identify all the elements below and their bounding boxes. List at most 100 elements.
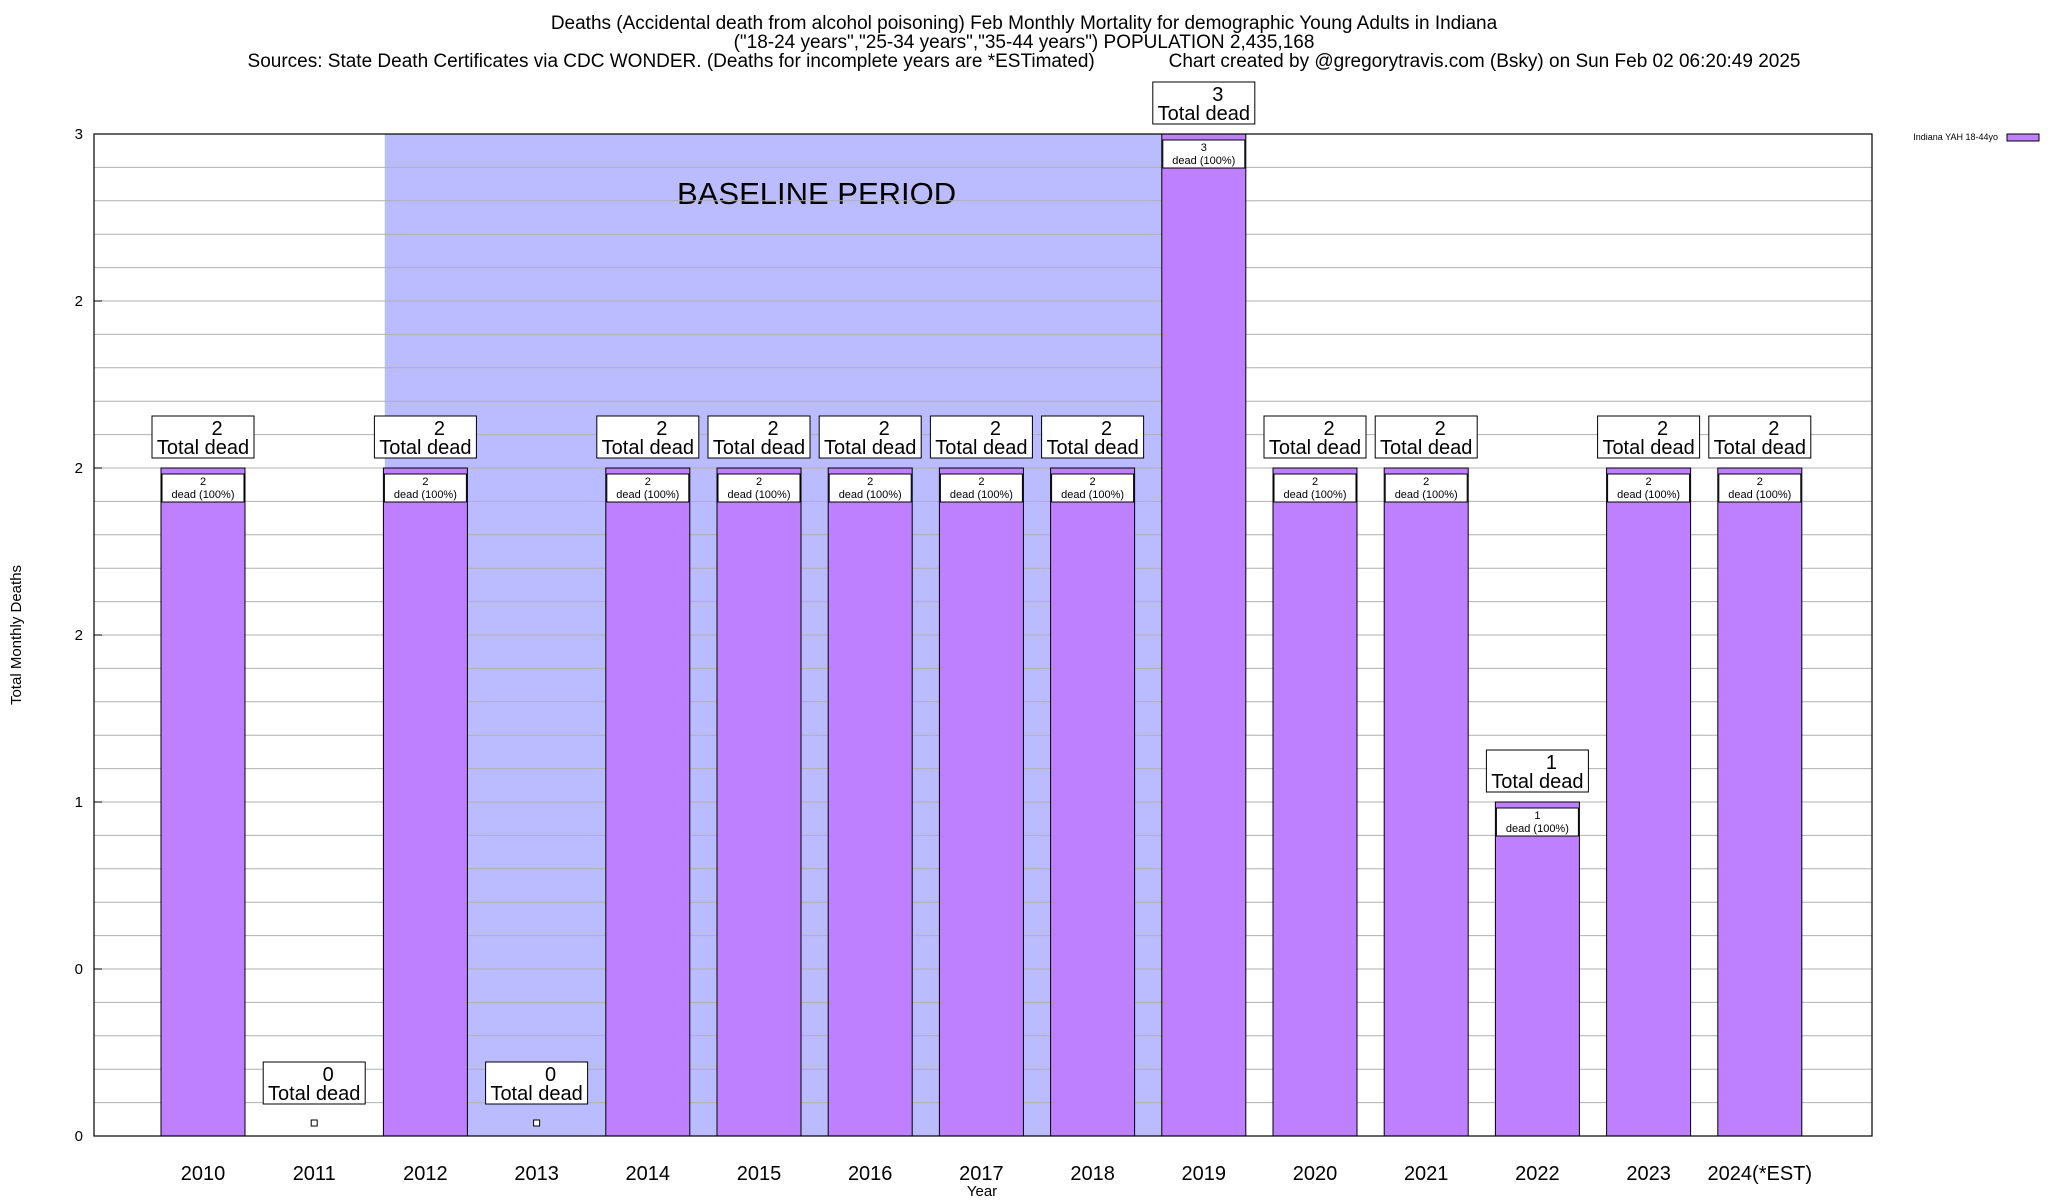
- inner-label-box: [383, 473, 467, 503]
- inner-label-text: dead (100%): [1284, 489, 1347, 501]
- inner-label-value: 2: [1423, 476, 1429, 488]
- inner-label-text: dead (100%): [172, 489, 235, 501]
- x-tick-label: 2012: [403, 1163, 448, 1185]
- inner-label-box: [1273, 473, 1357, 503]
- y-tick-label: 0: [75, 961, 83, 978]
- y-tick-label: 2: [75, 293, 83, 310]
- inner-label-text: dead (100%): [1172, 155, 1235, 167]
- total-label-value: 2: [1323, 418, 1334, 440]
- total-label-value: 2: [434, 418, 445, 440]
- bar-2021: [1383, 467, 1469, 1137]
- total-label-value: 2: [879, 418, 890, 440]
- inner-label-value: 1: [1534, 810, 1540, 822]
- total-label-value: 2: [211, 418, 222, 440]
- x-tick-label: 2010: [181, 1163, 226, 1185]
- total-label-box: [1485, 749, 1589, 793]
- inner-label-text: dead (100%): [616, 489, 679, 501]
- total-label-value: 1: [1546, 752, 1557, 774]
- bar-2012: [382, 467, 468, 1137]
- inner-label-value: 2: [422, 476, 428, 488]
- total-label-text: Total dead: [1491, 771, 1583, 793]
- total-label-value: 2: [1768, 418, 1779, 440]
- x-tick-label: 2023: [1626, 1163, 1671, 1185]
- total-label-value: 2: [767, 418, 778, 440]
- bar-2010: [160, 467, 246, 1137]
- y-tick-label: 3: [75, 126, 83, 143]
- x-axis-label: Year: [967, 1183, 997, 1200]
- y-tick-label: 1: [75, 794, 83, 811]
- title-line-2: ("18-24 years","25-34 years","35-44 year…: [733, 32, 1315, 53]
- total-label-value: 0: [545, 1064, 556, 1086]
- inner-label-box: [1718, 473, 1802, 503]
- inner-label-value: 2: [1646, 476, 1652, 488]
- title-line-3: Sources: State Death Certificates via CD…: [247, 51, 1801, 72]
- inner-label-box: [1162, 139, 1246, 169]
- total-label-box: [1041, 415, 1145, 459]
- total-label-value: 3: [1212, 84, 1223, 106]
- total-label-text: Total dead: [1046, 437, 1138, 459]
- total-label-text: Total dead: [824, 437, 916, 459]
- total-label-text: Total dead: [379, 437, 471, 459]
- inner-label-text: dead (100%): [950, 489, 1013, 501]
- bar-2023: [1606, 467, 1692, 1137]
- total-label-box: [596, 415, 700, 459]
- total-label-box: [1597, 415, 1701, 459]
- total-label-value: 2: [1435, 418, 1446, 440]
- inner-label-value: 2: [1312, 476, 1318, 488]
- inner-label-box: [606, 473, 690, 503]
- total-label-box: [373, 415, 477, 459]
- x-tick-label: 2015: [737, 1163, 782, 1185]
- inner-label-box: [939, 473, 1023, 503]
- x-tick-label: 2016: [848, 1163, 893, 1185]
- total-label-box: [262, 1061, 366, 1105]
- bar-2024(*EST): [1717, 467, 1803, 1137]
- inner-label-text: dead (100%): [839, 489, 902, 501]
- total-label-text: Total dead: [268, 1083, 360, 1105]
- total-label-text: Total dead: [1158, 103, 1250, 125]
- bar-2019: [1161, 133, 1247, 1137]
- x-tick-label: 2011: [293, 1163, 336, 1185]
- y-axis-label: Total Monthly Deaths: [8, 565, 25, 705]
- total-label-box: [707, 415, 811, 459]
- inner-label-text: dead (100%): [394, 489, 457, 501]
- x-tick-label: 2018: [1070, 1163, 1115, 1185]
- bar-2014: [605, 467, 691, 1137]
- y-tick-label: 2: [75, 627, 83, 644]
- bar-2016: [827, 467, 913, 1137]
- bar-2017: [938, 467, 1024, 1137]
- x-tick-label: 2022: [1515, 1163, 1560, 1185]
- inner-label-text: dead (100%): [1728, 489, 1791, 501]
- total-label-text: Total dead: [490, 1083, 582, 1105]
- total-label-box: [929, 415, 1033, 459]
- zero-marker-2013: [533, 1119, 541, 1127]
- total-label-box: [151, 415, 255, 459]
- total-label-text: Total dead: [157, 437, 249, 459]
- inner-label-box: [1495, 807, 1579, 837]
- y-tick-label: 2: [75, 460, 83, 477]
- x-tick-label: 2017: [959, 1163, 1004, 1185]
- total-label-text: Total dead: [602, 437, 694, 459]
- x-tick-label: 2020: [1293, 1163, 1338, 1185]
- total-label-value: 2: [990, 418, 1001, 440]
- total-label-box: [1374, 415, 1478, 459]
- title-line-1: Deaths (Accidental death from alcohol po…: [550, 13, 1498, 34]
- inner-label-value: 2: [645, 476, 651, 488]
- total-label-text: Total dead: [1602, 437, 1694, 459]
- total-label-text: Total dead: [1269, 437, 1361, 459]
- inner-label-text: dead (100%): [728, 489, 791, 501]
- total-label-text: Total dead: [935, 437, 1027, 459]
- x-tick-label: 2013: [514, 1163, 559, 1185]
- total-label-box: [1263, 415, 1367, 459]
- total-label-value: 2: [656, 418, 667, 440]
- total-label-text: Total dead: [713, 437, 805, 459]
- total-label-box: [1152, 81, 1256, 125]
- bar-2022: [1494, 801, 1580, 1137]
- inner-label-value: 2: [1090, 476, 1096, 488]
- inner-label-value: 2: [867, 476, 873, 488]
- inner-label-text: dead (100%): [1617, 489, 1680, 501]
- legend-swatch: [2006, 133, 2040, 142]
- inner-label-box: [1607, 473, 1691, 503]
- bar-2020: [1272, 467, 1358, 1137]
- x-tick-label: 2014: [626, 1163, 671, 1185]
